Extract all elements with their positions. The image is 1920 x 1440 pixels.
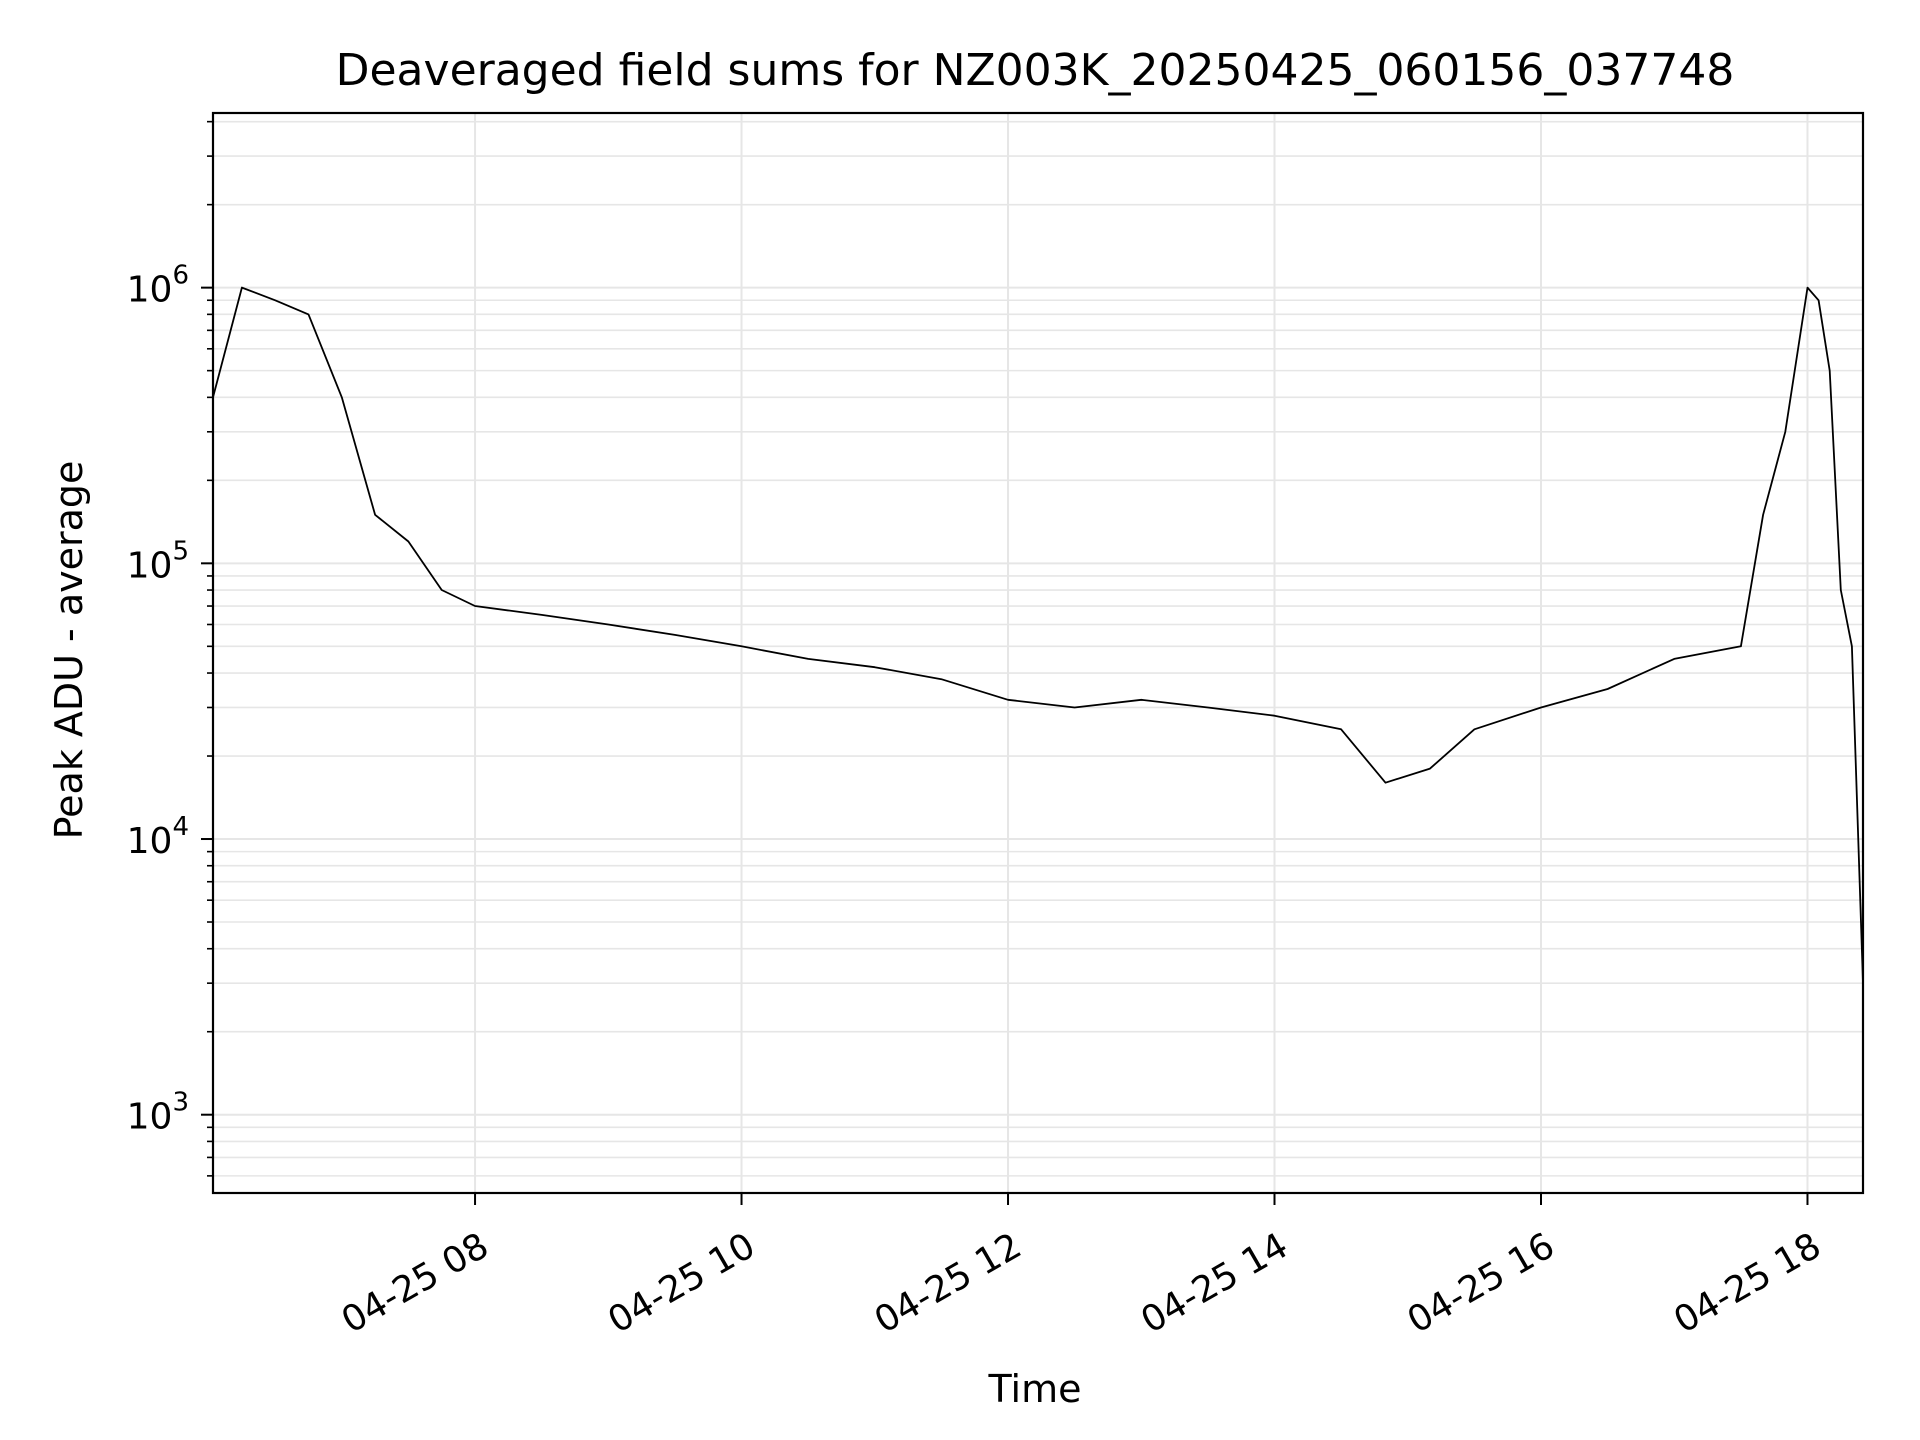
plot-frame [211, 111, 1865, 1195]
series-group [212, 286, 1864, 984]
x-axis-label: Time [988, 1367, 1082, 1411]
series-line [212, 286, 1864, 984]
y-tick-label: 103 [127, 1088, 189, 1138]
chart-title: Deaveraged field sums for NZ003K_2025042… [336, 45, 1735, 96]
y-tick-label: 106 [127, 261, 189, 311]
grid [213, 113, 1863, 1193]
y-axis-label: Peak ADU - average [47, 461, 91, 840]
y-tick-label: 105 [127, 536, 189, 586]
y-axis: 103 104 105 106 [127, 120, 213, 1177]
y-tick-label: 104 [127, 812, 189, 862]
